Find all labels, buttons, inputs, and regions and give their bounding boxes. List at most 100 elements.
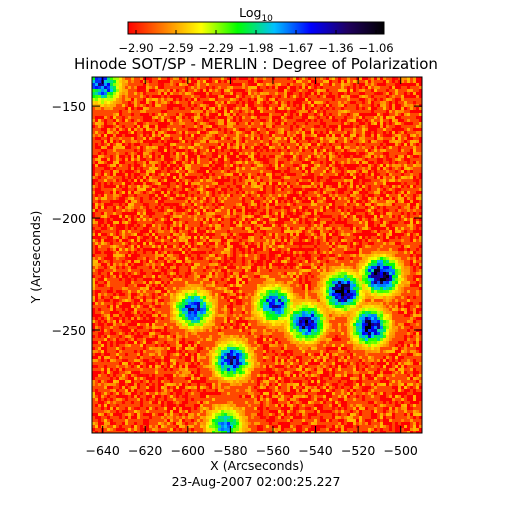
- map-pixel: [125, 107, 128, 110]
- map-pixel: [332, 140, 335, 143]
- map-pixel: [359, 263, 362, 266]
- map-pixel: [383, 77, 386, 80]
- map-pixel: [137, 86, 140, 89]
- map-pixel: [356, 236, 359, 239]
- map-pixel: [146, 83, 149, 86]
- map-pixel: [95, 230, 98, 233]
- map-pixel: [191, 179, 194, 182]
- map-pixel: [116, 164, 119, 167]
- map-pixel: [257, 218, 260, 221]
- map-pixel: [263, 173, 266, 176]
- map-pixel: [353, 239, 356, 242]
- map-pixel: [398, 110, 401, 113]
- map-pixel: [113, 293, 116, 296]
- map-pixel: [230, 80, 233, 83]
- map-pixel: [239, 179, 242, 182]
- map-pixel: [182, 260, 185, 263]
- map-pixel: [347, 194, 350, 197]
- map-pixel: [194, 143, 197, 146]
- map-pixel: [227, 143, 230, 146]
- map-pixel: [176, 83, 179, 86]
- map-pixel: [95, 218, 98, 221]
- map-pixel: [398, 233, 401, 236]
- map-pixel: [101, 194, 104, 197]
- map-pixel: [263, 230, 266, 233]
- map-pixel: [269, 284, 272, 287]
- map-pixel: [251, 80, 254, 83]
- map-pixel: [248, 236, 251, 239]
- map-pixel: [413, 203, 416, 206]
- map-pixel: [344, 116, 347, 119]
- map-pixel: [188, 92, 191, 95]
- map-pixel: [140, 188, 143, 191]
- map-pixel: [344, 137, 347, 140]
- map-pixel: [293, 296, 296, 299]
- map-pixel: [290, 287, 293, 290]
- map-pixel: [362, 134, 365, 137]
- map-pixel: [107, 101, 110, 104]
- map-pixel: [140, 230, 143, 233]
- map-pixel: [356, 290, 359, 293]
- map-pixel: [131, 140, 134, 143]
- map-pixel: [203, 152, 206, 155]
- map-pixel: [227, 179, 230, 182]
- map-pixel: [191, 140, 194, 143]
- map-pixel: [419, 164, 422, 167]
- map-pixel: [101, 302, 104, 305]
- map-pixel: [410, 218, 413, 221]
- map-pixel: [419, 263, 422, 266]
- map-pixel: [230, 209, 233, 212]
- map-pixel: [281, 296, 284, 299]
- map-pixel: [305, 236, 308, 239]
- map-pixel: [131, 200, 134, 203]
- map-pixel: [356, 185, 359, 188]
- map-pixel: [224, 260, 227, 263]
- map-pixel: [383, 194, 386, 197]
- map-pixel: [290, 194, 293, 197]
- map-pixel: [269, 146, 272, 149]
- map-pixel: [164, 179, 167, 182]
- map-pixel: [257, 290, 260, 293]
- map-pixel: [338, 104, 341, 107]
- map-pixel: [104, 104, 107, 107]
- map-pixel: [128, 155, 131, 158]
- map-pixel: [155, 179, 158, 182]
- map-pixel: [173, 98, 176, 101]
- map-pixel: [197, 227, 200, 230]
- map-pixel: [242, 128, 245, 131]
- map-pixel: [269, 245, 272, 248]
- map-pixel: [155, 98, 158, 101]
- map-pixel: [176, 104, 179, 107]
- map-pixel: [146, 137, 149, 140]
- map-pixel: [155, 104, 158, 107]
- map-pixel: [179, 191, 182, 194]
- map-pixel: [320, 296, 323, 299]
- map-pixel: [113, 167, 116, 170]
- map-pixel: [242, 83, 245, 86]
- map-pixel: [179, 167, 182, 170]
- map-pixel: [164, 119, 167, 122]
- map-pixel: [398, 284, 401, 287]
- map-pixel: [338, 101, 341, 104]
- map-pixel: [395, 293, 398, 296]
- map-pixel: [365, 275, 368, 278]
- map-pixel: [101, 170, 104, 173]
- map-pixel: [305, 239, 308, 242]
- map-pixel: [95, 158, 98, 161]
- map-pixel: [287, 272, 290, 275]
- map-pixel: [356, 251, 359, 254]
- map-pixel: [413, 101, 416, 104]
- map-pixel: [182, 146, 185, 149]
- map-pixel: [230, 293, 233, 296]
- map-pixel: [389, 119, 392, 122]
- map-pixel: [296, 188, 299, 191]
- map-pixel: [350, 122, 353, 125]
- map-pixel: [263, 218, 266, 221]
- map-pixel: [383, 83, 386, 86]
- map-pixel: [365, 212, 368, 215]
- map-pixel: [194, 161, 197, 164]
- map-pixel: [317, 230, 320, 233]
- map-pixel: [395, 284, 398, 287]
- map-pixel: [149, 155, 152, 158]
- map-pixel: [245, 242, 248, 245]
